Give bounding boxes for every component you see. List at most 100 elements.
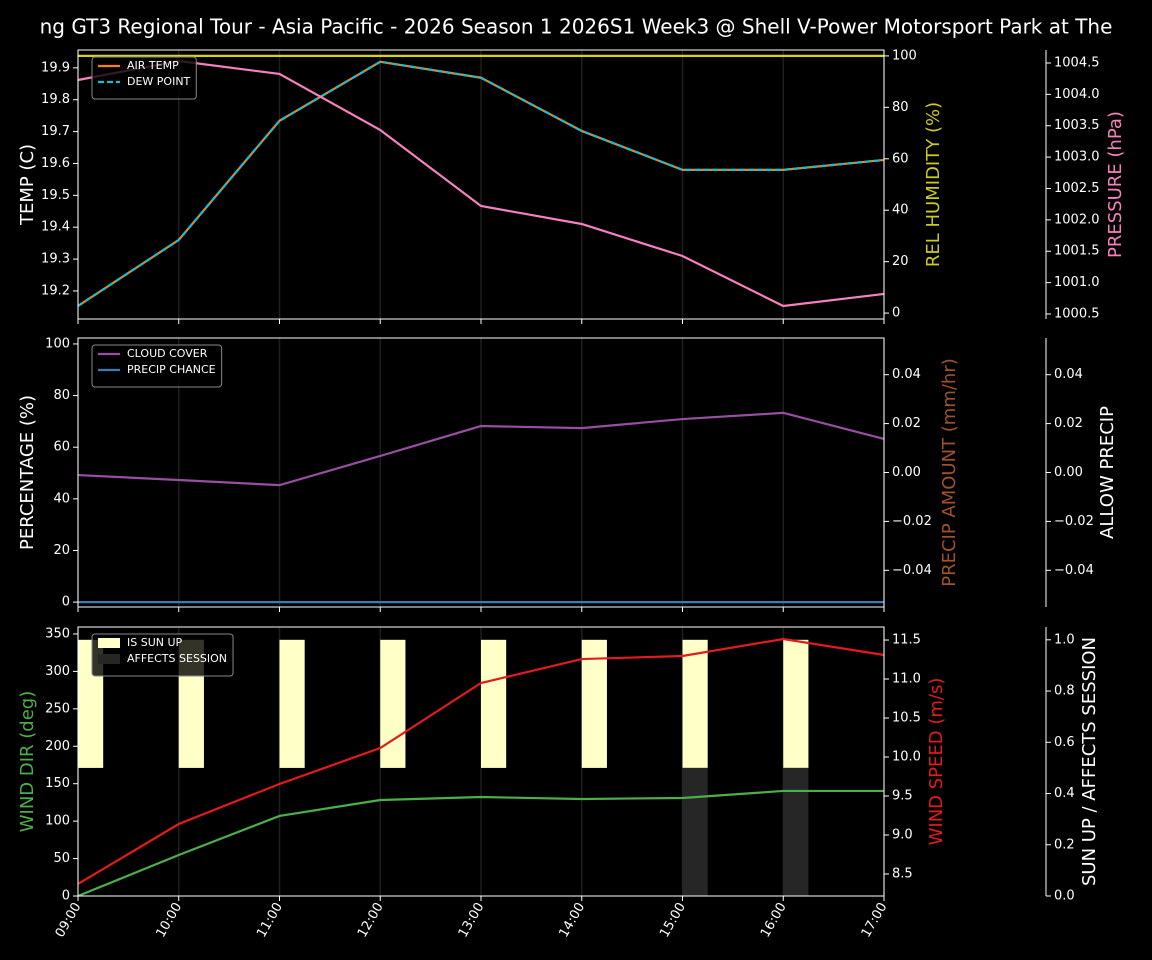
x-tick-label: 09:00: [53, 900, 85, 940]
y-tick-label: 19.4: [41, 220, 70, 235]
y3-tick-label: 1004.0: [1054, 87, 1100, 102]
y3-tick-label: 1.0: [1054, 632, 1075, 647]
line: [77, 789, 884, 898]
x-tick-label: 11:00: [254, 900, 286, 940]
legend-box: [91, 344, 223, 388]
bar: [380, 639, 406, 768]
bar: [783, 767, 809, 896]
legend-box: [91, 56, 197, 100]
y-tick-label: 350: [45, 626, 70, 641]
x-tick-label: 15:00: [657, 900, 689, 940]
plot-frame: [77, 337, 885, 608]
legend-label: IS SUN UP: [127, 636, 183, 649]
y-tick-label: 60: [53, 440, 70, 455]
y-tick-label: 19.6: [41, 156, 70, 171]
y-tick-label: 0: [62, 889, 70, 904]
legend-swatch: [98, 654, 120, 664]
y2-tick-label: 11.5: [892, 633, 921, 648]
plot-frame: [77, 49, 885, 320]
y3-axis-label: ALLOW PRECIP: [1097, 406, 1118, 539]
y-tick-label: 19.3: [41, 252, 70, 267]
y3-tick-label: −0.04: [1054, 563, 1094, 578]
y2-tick-label: 0.00: [892, 465, 921, 480]
y-tick-label: 50: [53, 851, 70, 866]
legend-swatch: [98, 638, 120, 648]
y-axis-label: PERCENTAGE (%): [17, 395, 38, 550]
y2-tick-label: 9.5: [892, 789, 913, 804]
legend: AIR TEMP DEW POINT: [91, 56, 197, 100]
y2-tick-label: −0.04: [892, 563, 932, 578]
y3-tick-label: 1004.5: [1054, 55, 1100, 70]
y-tick-label: 80: [53, 388, 70, 403]
y-tick-label: 19.5: [41, 188, 70, 203]
y3-tick-label: 0.02: [1054, 416, 1083, 431]
y2-tick-label: 0.02: [892, 416, 921, 431]
y3-axis-label: SUN UP / AFFECTS SESSION: [1079, 637, 1100, 886]
y2-tick-label: 60: [892, 151, 909, 166]
legend-label: PRECIP CHANCE: [127, 363, 216, 376]
y-tick-label: 300: [45, 664, 70, 679]
y3-tick-label: 1002.0: [1054, 212, 1100, 227]
y3-tick-label: 1000.5: [1054, 306, 1100, 321]
legend: CLOUD COVER PRECIP CHANCE: [91, 344, 223, 388]
y-axis-label: WIND DIR (deg): [17, 691, 38, 833]
legend-label: DEW POINT: [127, 75, 191, 88]
y2-tick-label: 10.0: [892, 750, 921, 765]
y3-tick-label: 1002.5: [1054, 181, 1100, 196]
y2-tick-label: 8.5: [892, 867, 913, 882]
y2-axis-label: PRECIP AMOUNT (mm/hr): [939, 358, 960, 587]
legend-label: CLOUD COVER: [127, 347, 208, 360]
y2-tick-label: 0: [892, 306, 900, 321]
y-tick-label: 19.2: [41, 283, 70, 298]
y-tick-label: 150: [45, 776, 70, 791]
y3-tick-label: 1003.0: [1054, 150, 1100, 165]
y3-tick-label: 0.0: [1054, 889, 1075, 904]
y2-tick-label: 0.04: [892, 367, 921, 382]
y3-tick-label: 1001.0: [1054, 275, 1100, 290]
y3-tick-label: −0.02: [1054, 514, 1094, 529]
bar: [682, 639, 708, 768]
x-tick-label: 10:00: [154, 900, 186, 940]
y2-axis-label: WIND SPEED (m/s): [926, 678, 947, 846]
x-tick-label: 12:00: [355, 900, 387, 940]
y-tick-label: 19.7: [41, 124, 70, 139]
line: [77, 411, 885, 487]
x-tick-label: 16:00: [758, 900, 790, 940]
y2-tick-label: 20: [892, 254, 909, 269]
y3-tick-label: 0.8: [1054, 684, 1075, 699]
y2-tick-label: −0.02: [892, 514, 932, 529]
y-tick-label: 250: [45, 701, 70, 716]
chart-title: ng GT3 Regional Tour - Asia Pacific - 20…: [40, 15, 1113, 39]
y-tick-label: 19.9: [41, 60, 70, 75]
legend-label: AFFECTS SESSION: [127, 652, 227, 665]
bar: [783, 639, 809, 768]
y3-tick-label: 0.4: [1054, 786, 1075, 801]
y-axis-label: TEMP (C): [17, 144, 38, 226]
legend-box: [91, 633, 234, 677]
plot-frame: [77, 626, 885, 897]
y-tick-label: 40: [53, 491, 70, 506]
y3-tick-label: 0.6: [1054, 735, 1075, 750]
y3-tick-label: 0.2: [1054, 837, 1075, 852]
y-tick-label: 100: [45, 814, 70, 829]
bar: [682, 767, 708, 896]
y-tick-label: 20: [53, 543, 70, 558]
y3-tick-label: 1003.5: [1054, 118, 1100, 133]
bar: [279, 639, 305, 768]
y2-tick-label: 40: [892, 203, 909, 218]
y3-tick-label: 1001.5: [1054, 244, 1100, 259]
legend: IS SUN UP AFFECTS SESSION: [91, 633, 234, 677]
y3-tick-label: 0.00: [1054, 465, 1083, 480]
y-tick-label: 19.8: [41, 92, 70, 107]
y2-tick-label: 9.0: [892, 828, 913, 843]
y-tick-label: 100: [45, 336, 70, 351]
y3-tick-label: 0.04: [1054, 367, 1083, 382]
bar: [581, 639, 607, 768]
y2-tick-label: 10.5: [892, 711, 921, 726]
y2-tick-label: 100: [892, 48, 917, 63]
x-tick-label: 17:00: [859, 900, 891, 940]
y-tick-label: 0: [62, 595, 70, 610]
y3-axis-label: PRESSURE (hPa): [1105, 111, 1126, 258]
line: [77, 637, 885, 885]
